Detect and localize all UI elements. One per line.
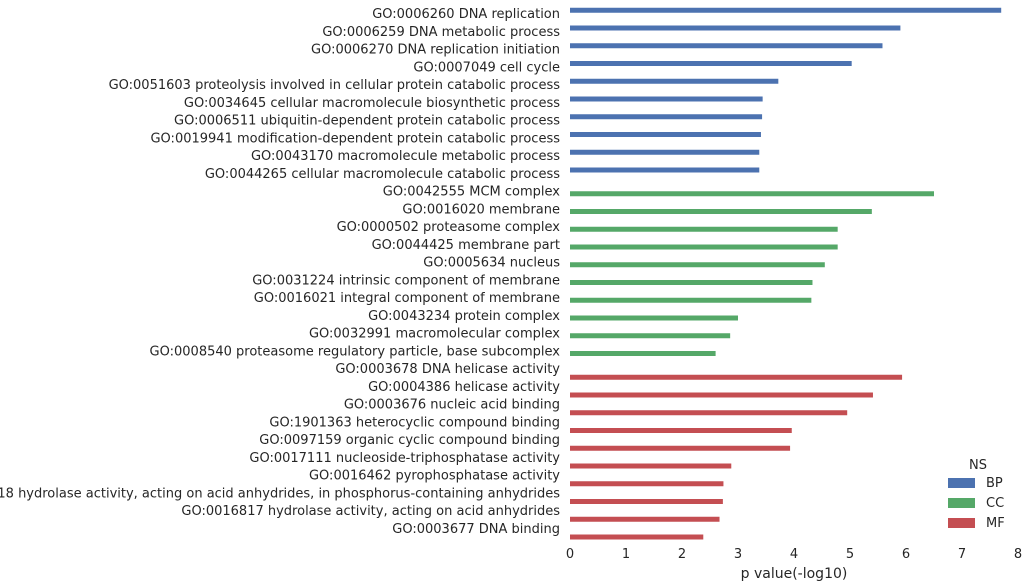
bar-mf [570,428,792,433]
category-label: GO:0043234 protein complex [368,309,560,324]
category-label: GO:0000502 proteasome complex [337,220,561,235]
category-label: GO:0006270 DNA replication initiation [311,43,560,58]
category-label: GO:0003678 DNA helicase activity [335,362,560,377]
legend-label-bp: BP [986,476,1003,491]
category-label: GO:0016462 pyrophosphatase activity [309,469,560,484]
bar-bp [570,96,763,102]
category-label: GO:0003676 nucleic acid binding [344,398,560,413]
bar-bp [570,43,883,49]
category-label: GO:1901363 heterocyclic compound binding [269,415,560,430]
bar-mf [570,499,723,504]
category-label: GO:0005634 nucleus [423,256,560,271]
category-label: GO:0006259 DNA metabolic process [322,25,560,40]
category-label: GO:0016818 hydrolase activity, acting on… [0,486,560,501]
legend-label-mf: MF [986,516,1005,531]
category-label: GO:0043170 macromolecule metabolic proce… [251,149,560,164]
category-label: GO:0008540 proteasome regulatory particl… [150,344,561,359]
bar-mf [570,463,732,469]
bar-mf [570,516,720,522]
x-tick-label: 7 [958,547,966,562]
bar-bp [570,61,852,66]
bar-bp [570,78,779,84]
category-label: GO:0051603 proteolysis involved in cellu… [109,78,561,93]
bar-cc [570,226,838,232]
bar-cc [570,191,934,197]
category-label: GO:0032991 macromolecular complex [309,327,560,342]
x-tick-label: 1 [622,547,630,562]
x-axis-title: p value(-log10) [741,566,848,582]
bar-mf [570,445,791,451]
x-tick-label: 5 [846,547,854,562]
bar-cc [570,262,825,268]
legend-swatch-mf [948,518,975,528]
x-tick-label: 0 [566,547,574,562]
category-label: GO:0006260 DNA replication [372,7,560,22]
bar-bp [570,132,761,137]
x-tick-label: 3 [734,547,742,562]
legend-title: NS [969,458,987,473]
category-label: GO:0016020 membrane [402,202,560,217]
bars-group [570,7,1002,540]
category-label: GO:0034645 cellular macromolecule biosyn… [184,96,560,111]
legend-label-cc: CC [986,496,1004,511]
x-tick-label: 4 [790,547,798,562]
x-tick-label: 2 [678,547,686,562]
category-label: GO:0019941 modification-dependent protei… [150,131,560,146]
bar-cc [570,280,813,285]
category-label: GO:0042555 MCM complex [383,185,561,200]
bar-mf [570,374,903,380]
category-label: GO:0003677 DNA binding [392,522,560,537]
category-label: GO:0016817 hydrolase activity, acting on… [181,504,560,519]
bar-bp [570,167,760,173]
bar-cc [570,244,838,250]
category-labels: GO:0006260 DNA replication GO:0006259 DNA… [0,7,560,537]
x-axis: 0 1 2 3 4 5 6 7 8 [566,547,1022,562]
bar-mf [570,410,848,416]
bar-bp [570,114,763,120]
category-label: GO:0044425 membrane part [372,238,560,253]
x-tick-label: 8 [1014,547,1022,562]
bar-cc [570,297,812,303]
x-tick-label: 6 [902,547,910,562]
bar-cc [570,315,738,321]
legend: NS BP CC MF [948,458,1005,531]
category-label: GO:0006511 ubiquitin-dependent protein c… [174,114,560,129]
bar-bp [570,7,1002,13]
category-label: GO:0016021 integral component of membran… [254,291,560,306]
bar-mf [570,481,724,487]
category-label: GO:0007049 cell cycle [413,60,560,75]
bar-mf [570,392,873,398]
bar-bp [570,25,901,31]
category-label: GO:0044265 cellular macromolecule catabo… [205,167,560,182]
category-label: GO:0004386 helicase activity [368,380,560,395]
bar-cc [570,351,716,356]
bar-mf [570,534,704,540]
legend-swatch-cc [948,498,975,508]
bar-cc [570,333,731,339]
legend-swatch-bp [948,478,975,488]
category-label: GO:0017111 nucleoside-triphosphatase act… [249,451,560,466]
bar-bp [570,149,760,155]
bar-cc [570,209,872,214]
category-label: GO:0097159 organic cyclic compound bindi… [259,433,560,448]
category-label: GO:0031224 intrinsic component of membra… [252,273,560,288]
